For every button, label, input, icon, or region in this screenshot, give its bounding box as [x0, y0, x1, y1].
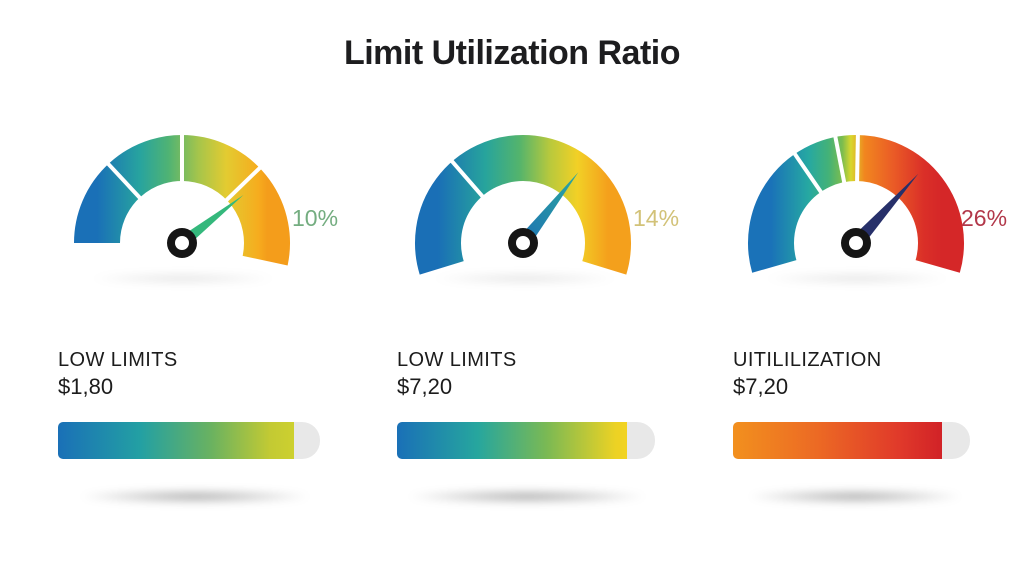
progress-track-2 [397, 422, 655, 459]
progress-fill-2 [397, 422, 627, 459]
gauge-3-caption: UITILILIZATION [733, 349, 882, 371]
bar-2-shadow [408, 489, 646, 504]
gauge-3 [748, 131, 964, 273]
gauge-2-amount: $7,20 [397, 374, 453, 399]
gauge-1-value-label: 10% [292, 205, 339, 231]
gauge-3-amount: $7,20 [733, 374, 789, 399]
bar-1-shadow [80, 489, 310, 504]
gauge-1 [74, 132, 290, 266]
gauge-1-shadow [88, 272, 278, 285]
bar-3-shadow [748, 489, 962, 504]
gauge-1-caption: LOW LIMITS [58, 349, 178, 371]
progress-track-1 [58, 422, 320, 459]
page-title: Limit Utilization Ratio [343, 34, 681, 72]
gauge-3-value-label: 26% [961, 205, 1008, 231]
gauge-2-caption: LOW LIMITS [397, 349, 517, 371]
progress-track-3 [733, 422, 970, 459]
progress-fill-3 [733, 422, 942, 459]
progress-fill-1 [58, 422, 294, 459]
gauge-2 [415, 135, 631, 275]
gauge-1-amount: $1,80 [58, 374, 114, 399]
gauge-2-shadow [430, 272, 620, 285]
gauge-3-shadow [762, 272, 952, 285]
gauge-2-value-label: 14% [633, 205, 680, 231]
